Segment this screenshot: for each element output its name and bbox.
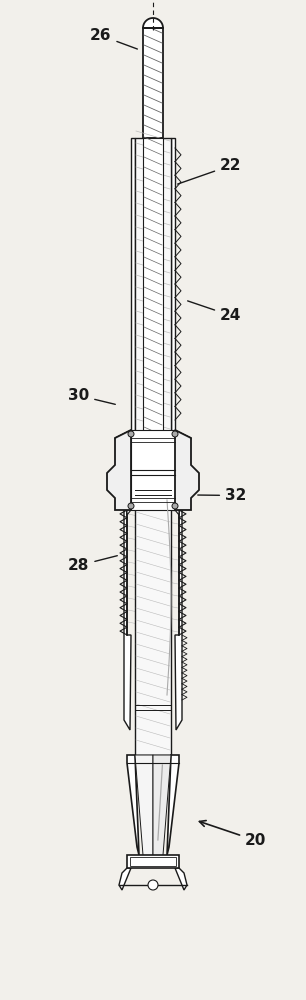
Polygon shape	[153, 755, 171, 865]
Polygon shape	[124, 475, 131, 730]
Bar	[143, 138, 163, 470]
Polygon shape	[115, 430, 131, 475]
Polygon shape	[175, 868, 187, 890]
Polygon shape	[143, 18, 163, 28]
Bar	[131, 430, 175, 510]
Text: 30: 30	[68, 388, 115, 404]
Bar	[135, 470, 171, 755]
Text: 20: 20	[200, 821, 267, 848]
Text: 26: 26	[90, 28, 137, 49]
Circle shape	[172, 503, 178, 509]
Circle shape	[148, 880, 158, 890]
Polygon shape	[175, 430, 191, 475]
Text: 22: 22	[177, 158, 241, 184]
Bar	[143, 28, 163, 138]
Polygon shape	[175, 475, 182, 730]
Bar	[130, 857, 176, 866]
Text: 24: 24	[188, 301, 241, 323]
Polygon shape	[107, 430, 131, 510]
Polygon shape	[127, 510, 131, 515]
Bar	[171, 138, 175, 470]
Polygon shape	[175, 430, 199, 510]
Polygon shape	[119, 868, 131, 890]
Polygon shape	[167, 755, 179, 855]
Bar	[135, 138, 171, 470]
Polygon shape	[135, 755, 153, 865]
Polygon shape	[127, 755, 139, 855]
Text: 28: 28	[68, 556, 117, 573]
Circle shape	[128, 431, 134, 437]
Bar	[131, 138, 135, 470]
Text: 32: 32	[198, 488, 246, 503]
Bar	[127, 855, 179, 868]
Circle shape	[128, 503, 134, 509]
Circle shape	[172, 431, 178, 437]
Polygon shape	[175, 510, 179, 515]
